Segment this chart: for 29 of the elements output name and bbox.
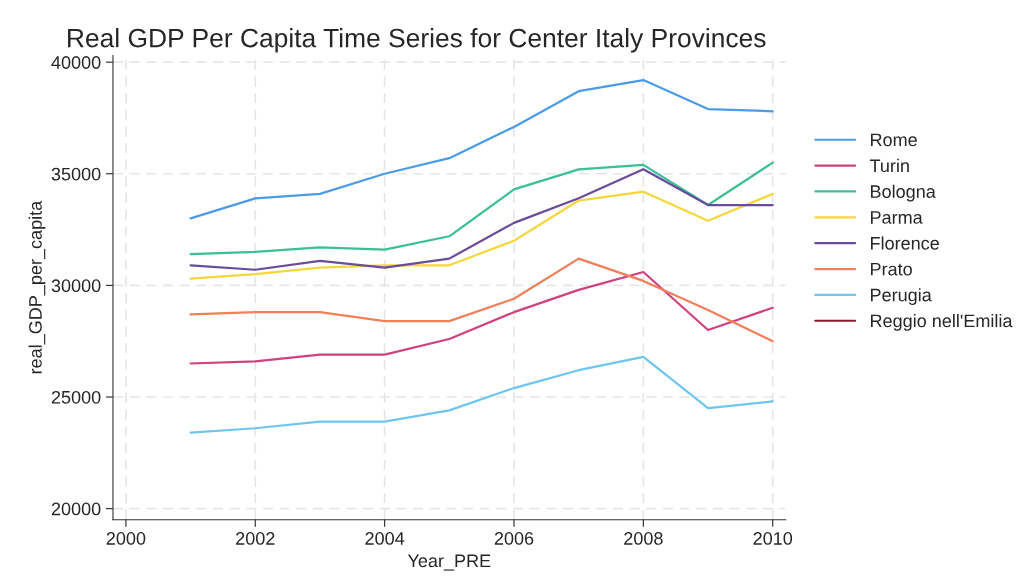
x-tick-label: 2008 (624, 532, 663, 545)
x-tick-label: 2000 (106, 532, 146, 545)
legend-label: Prato (871, 262, 912, 276)
line-series (189, 257, 774, 343)
x-axis-title: Year_PRE (407, 554, 491, 571)
y-tick-label: 25000 (51, 390, 101, 404)
legend-label: Perugia (871, 288, 932, 305)
x-tick-label: 2002 (236, 532, 275, 545)
line-series (189, 161, 774, 256)
legend-label: Bologna (871, 184, 936, 202)
line-series (189, 190, 774, 280)
x-tick-label: 2010 (753, 532, 793, 545)
legend-label: Reggio nell'Emilia (871, 314, 1013, 331)
y-tick-label: 40000 (51, 56, 101, 69)
y-tick-label: 30000 (51, 279, 101, 293)
y-tick-label: 35000 (51, 167, 101, 181)
x-tick-label: 2004 (365, 532, 405, 545)
line-series (189, 78, 774, 220)
legend-label: Turin (869, 158, 909, 173)
chart-title: Real GDP Per Capita Time Series for Center Italy Provinces (68, 28, 766, 53)
line-series (189, 355, 774, 434)
legend-label: Florence (871, 236, 939, 250)
line-series (189, 270, 774, 365)
legend-label: Rome (871, 133, 917, 147)
x-tick-label: 2006 (494, 532, 534, 545)
legend-label: Parma (871, 211, 923, 224)
y-axis-title: real_GDP_per_capita (28, 200, 46, 374)
line-series (189, 168, 774, 271)
y-tick-label: 20000 (51, 502, 101, 516)
